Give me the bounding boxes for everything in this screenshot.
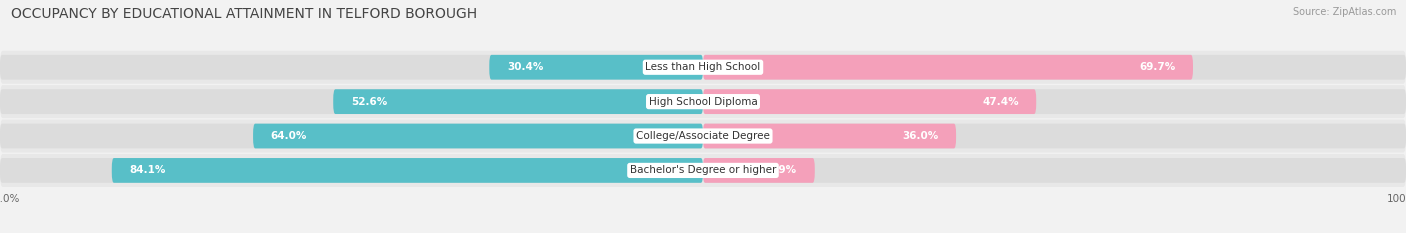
FancyBboxPatch shape: [703, 89, 1406, 114]
FancyBboxPatch shape: [489, 55, 703, 80]
FancyBboxPatch shape: [253, 124, 703, 148]
Text: 52.6%: 52.6%: [352, 97, 387, 107]
Text: Bachelor's Degree or higher: Bachelor's Degree or higher: [630, 165, 776, 175]
FancyBboxPatch shape: [0, 51, 1406, 84]
Text: 69.7%: 69.7%: [1139, 62, 1175, 72]
Text: Less than High School: Less than High School: [645, 62, 761, 72]
FancyBboxPatch shape: [703, 89, 1036, 114]
FancyBboxPatch shape: [0, 85, 1406, 118]
Text: 30.4%: 30.4%: [508, 62, 543, 72]
FancyBboxPatch shape: [703, 55, 1192, 80]
FancyBboxPatch shape: [703, 55, 1406, 80]
FancyBboxPatch shape: [333, 89, 703, 114]
Text: College/Associate Degree: College/Associate Degree: [636, 131, 770, 141]
FancyBboxPatch shape: [0, 158, 703, 183]
Text: High School Diploma: High School Diploma: [648, 97, 758, 107]
Text: 84.1%: 84.1%: [129, 165, 166, 175]
FancyBboxPatch shape: [0, 55, 703, 80]
Text: 36.0%: 36.0%: [903, 131, 939, 141]
Text: 15.9%: 15.9%: [761, 165, 797, 175]
Text: OCCUPANCY BY EDUCATIONAL ATTAINMENT IN TELFORD BOROUGH: OCCUPANCY BY EDUCATIONAL ATTAINMENT IN T…: [11, 7, 478, 21]
FancyBboxPatch shape: [703, 158, 815, 183]
Text: 47.4%: 47.4%: [981, 97, 1018, 107]
FancyBboxPatch shape: [703, 124, 1406, 148]
Text: 64.0%: 64.0%: [270, 131, 307, 141]
FancyBboxPatch shape: [703, 158, 1406, 183]
Text: Source: ZipAtlas.com: Source: ZipAtlas.com: [1292, 7, 1396, 17]
FancyBboxPatch shape: [112, 158, 703, 183]
FancyBboxPatch shape: [0, 89, 703, 114]
FancyBboxPatch shape: [0, 124, 703, 148]
FancyBboxPatch shape: [0, 120, 1406, 153]
FancyBboxPatch shape: [703, 124, 956, 148]
FancyBboxPatch shape: [0, 154, 1406, 187]
